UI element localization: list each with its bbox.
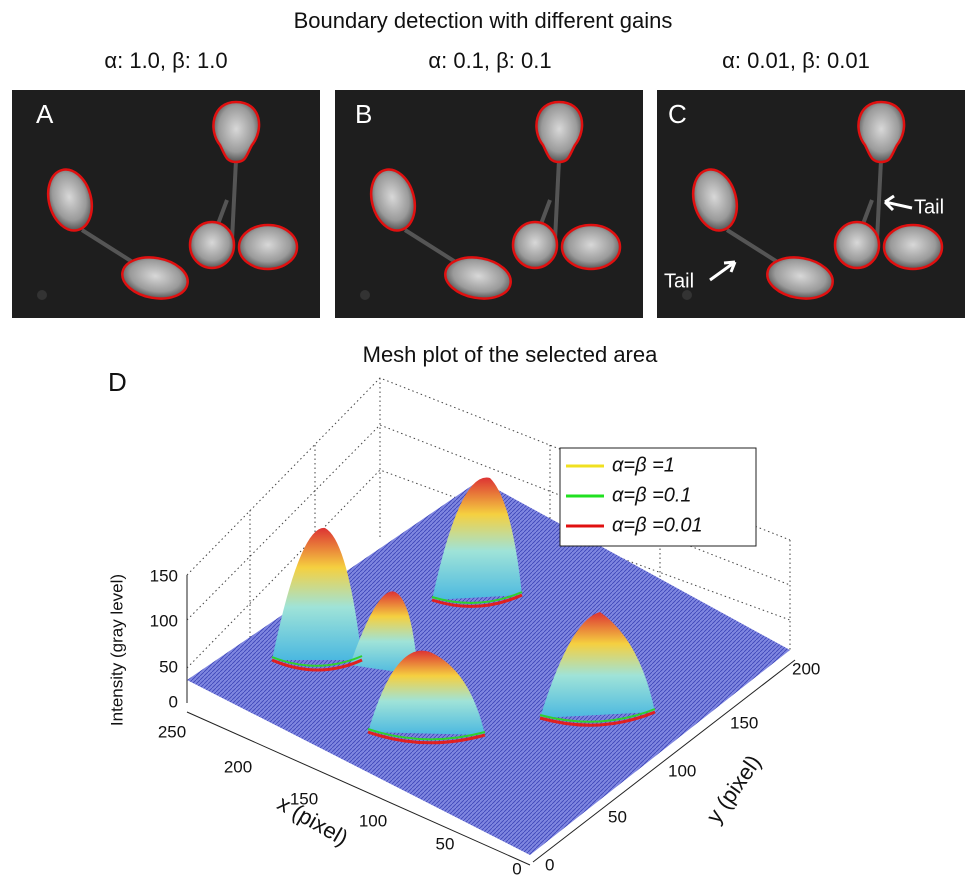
x-tick-label: 200 <box>224 757 252 776</box>
z-tick-label: 0 <box>169 692 178 711</box>
y-axis-label: y (pixel) <box>701 750 766 827</box>
mesh-plane <box>187 480 790 855</box>
x-tick-label: 250 <box>158 722 186 741</box>
y-tick-label: 50 <box>608 807 627 826</box>
legend-entry: α=β =0.1 <box>612 484 692 506</box>
panel-image <box>333 88 645 320</box>
legend-entry: α=β =0.01 <box>612 514 703 536</box>
z-tick-label: 150 <box>150 566 178 585</box>
annotation: Tail <box>914 196 944 218</box>
x-tick-label: 50 <box>436 834 455 853</box>
plot-title: Mesh plot of the selected area <box>363 342 658 367</box>
legend: α=β =1 α=β =0.1 α=β =0.01 <box>559 447 757 547</box>
panel-gain: α: 0.01, β: 0.01 <box>722 48 870 73</box>
x-tick-label: 100 <box>359 811 387 830</box>
panel-image <box>10 88 322 320</box>
panel-label: A <box>36 99 54 129</box>
arrow <box>709 260 737 282</box>
z-axis: 0 50 100 150 Intensity (gray level) <box>107 566 188 726</box>
y-tick-label: 150 <box>730 713 758 732</box>
figure-title: Boundary detection with different gains <box>294 8 673 33</box>
panel-gain: α: 0.1, β: 0.1 <box>428 48 551 73</box>
panel-label: B <box>355 99 372 129</box>
peaks <box>271 477 656 745</box>
x-tick-label: 0 <box>512 859 521 878</box>
legend-entry: α=β =1 <box>612 454 675 476</box>
y-tick-label: 100 <box>668 761 696 780</box>
panel-label: C <box>668 99 687 129</box>
z-axis-label: Intensity (gray level) <box>107 574 126 726</box>
y-tick-label: 0 <box>545 855 554 874</box>
x-tick-label: 150 <box>290 789 318 808</box>
y-tick-label: 200 <box>792 659 820 678</box>
panel-gain: α: 1.0, β: 1.0 <box>104 48 227 73</box>
z-tick-label: 50 <box>159 657 178 676</box>
arrow <box>883 194 913 212</box>
z-tick-label: 100 <box>150 611 178 630</box>
annotation: Tail <box>664 270 694 292</box>
panel-label: D <box>108 367 127 397</box>
